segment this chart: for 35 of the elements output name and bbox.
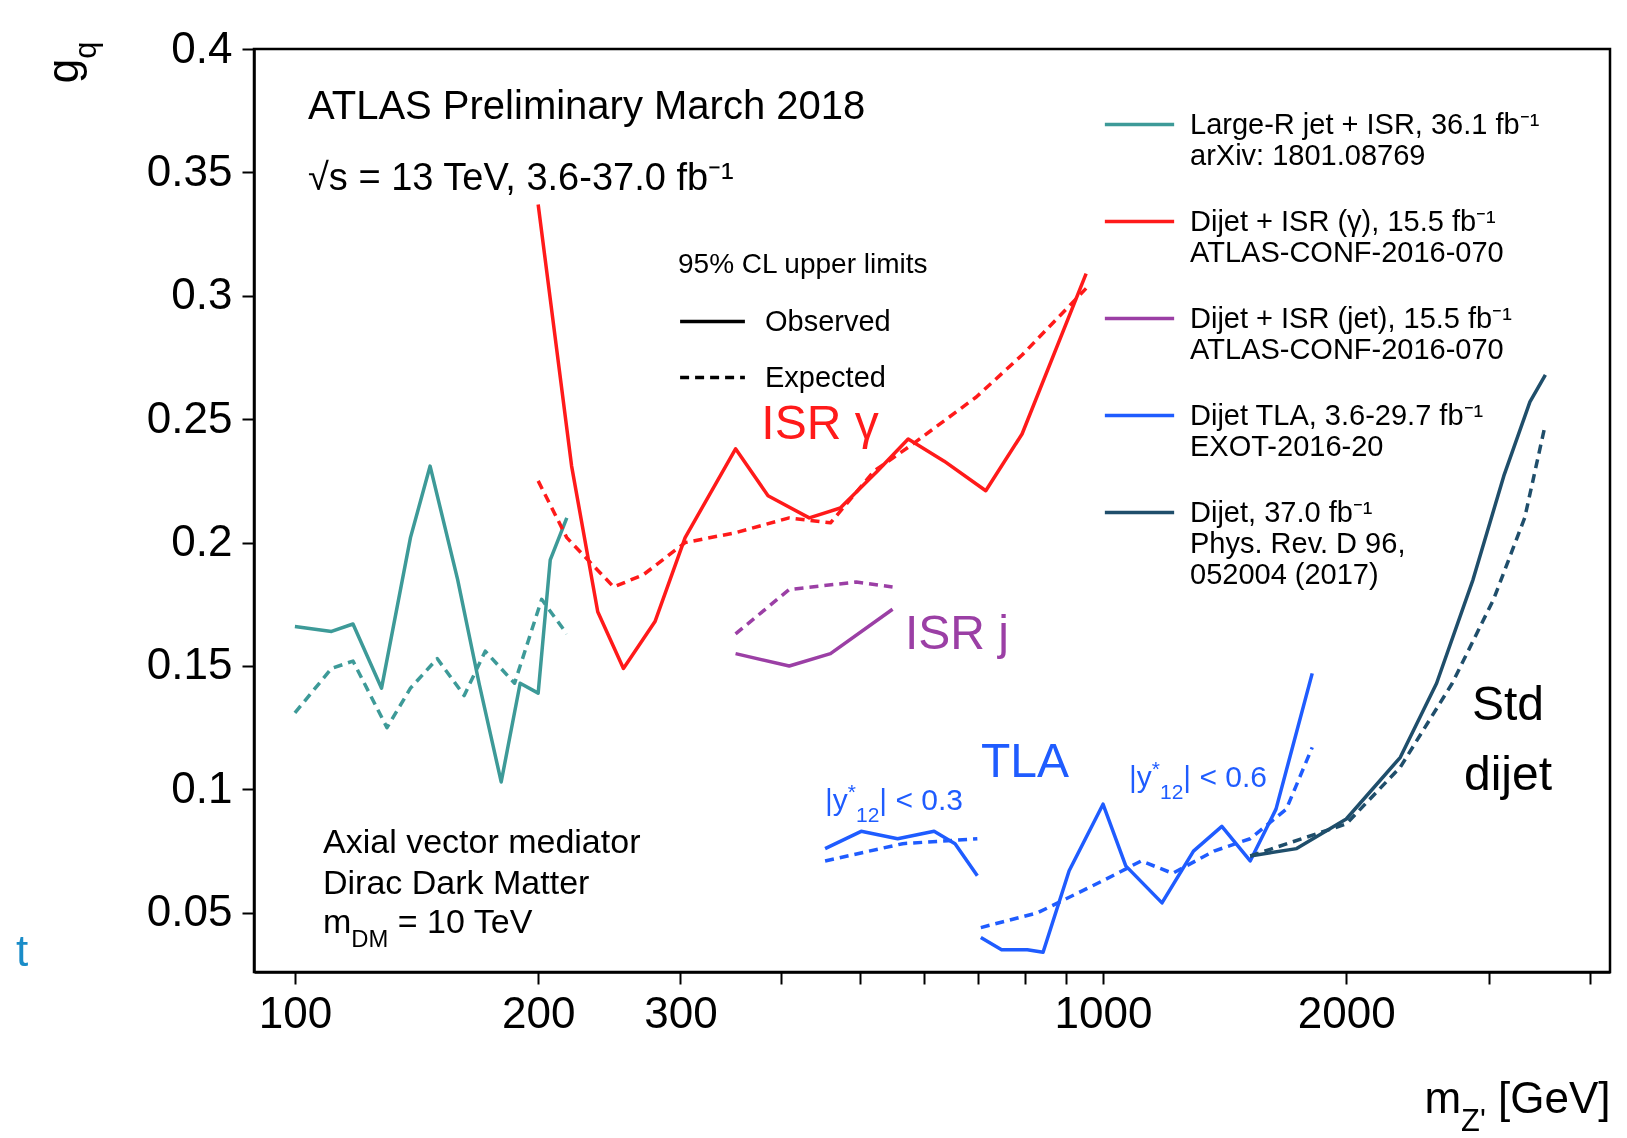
x-tick-label: 200 (501, 987, 576, 1037)
y-tick-label: 0.1 (171, 762, 233, 812)
legend-label: Large-R jet + ISR, 36.1 fb⁻¹ arXiv: 1801.08769 (1190, 107, 1540, 171)
annotation: m$_{DM}$ = 10 TeV (323, 902, 533, 952)
legend-label: Dijet, 37.0 fb⁻¹ Phys. Rev. D 96, 052004 (2017) (1190, 495, 1406, 590)
text: √s = 13 TeV, 3.6-37.0 fb⁻¹ (308, 156, 734, 198)
text: ATLAS Preliminary March 2018 (308, 83, 866, 127)
annotation: Expected (765, 360, 886, 393)
y-tick-label: 0.15 (146, 639, 233, 689)
legend-label: Dijet + ISR (γ), 15.5 fb⁻¹ ATLAS-CONF-2016-070 (1190, 204, 1504, 268)
x-tick-label: 2000 (1297, 987, 1396, 1037)
y-tick-label: 0.35 (146, 145, 233, 195)
x-tick-label: 1000 (1054, 987, 1153, 1037)
legend-label: Dijet TLA, 3.6-29.7 fb⁻¹ EXOT-2016-20 (1190, 398, 1484, 462)
y-tick-label: 0.25 (146, 392, 233, 442)
annotation: |y$^{*}$$_{12}$| < 0.6 (1128, 756, 1268, 803)
y-tick-label: 0.2 (171, 516, 233, 566)
annotation: ISR γ (761, 396, 879, 449)
annotation: TLA (980, 734, 1070, 787)
y-tick-label: 0.4 (171, 22, 233, 72)
annotation: ISR j (904, 606, 1010, 659)
annotation: Dirac Dark Matter (323, 863, 590, 901)
annotation: dijet (1463, 747, 1553, 800)
text: t (16, 926, 29, 975)
x-tick-label: 300 (644, 987, 718, 1037)
y-tick-label: 0.05 (146, 886, 233, 936)
x-tick-label: 100 (258, 987, 333, 1037)
y-tick-label: 0.3 (171, 269, 233, 319)
annotation: Std (1471, 677, 1545, 730)
annotation: Observed (765, 304, 891, 337)
legend-label: Dijet + ISR (jet), 15.5 fb⁻¹ ATLAS-CONF-2016-070 (1190, 301, 1513, 365)
x-axis-title: m$_{Z'}$ [GeV] (1424, 1072, 1611, 1137)
legend-title: 95% CL upper limits (678, 248, 928, 279)
annotation: |y$^{*}$$_{12}$| < 0.3 (824, 779, 964, 826)
annotation: Axial vector mediator (323, 822, 641, 860)
